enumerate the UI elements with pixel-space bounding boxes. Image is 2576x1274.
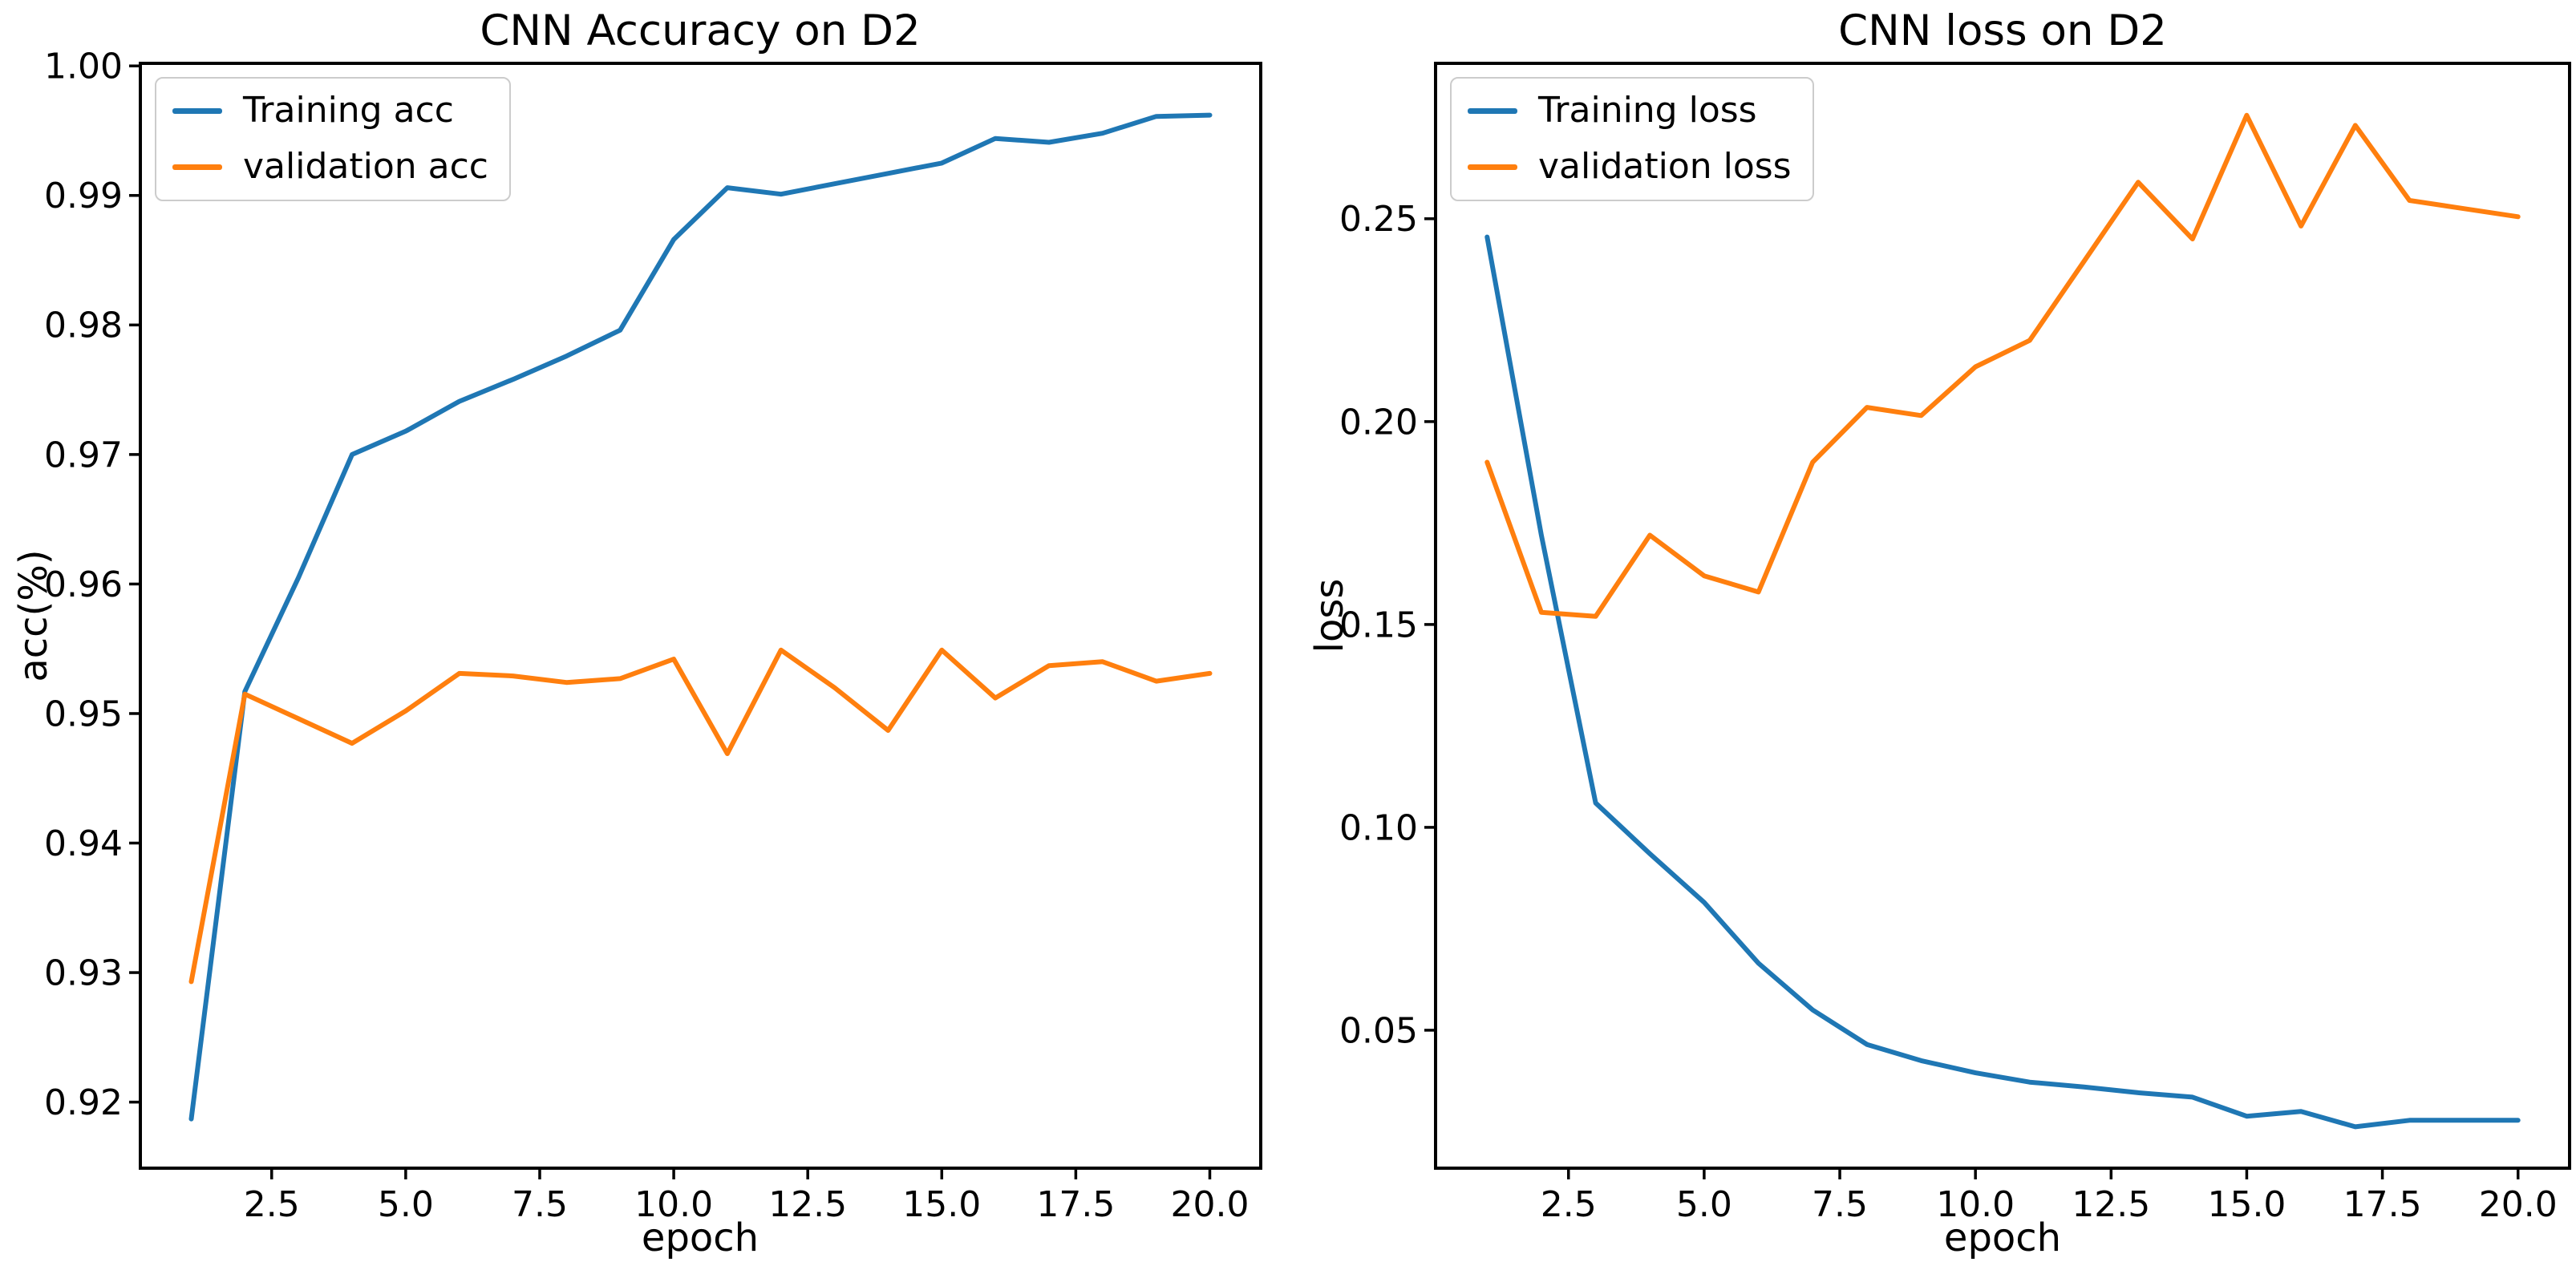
legend-label: Training loss — [1538, 90, 1757, 131]
x-tick-label: 7.5 — [512, 1184, 568, 1225]
legend-label: Training acc — [243, 90, 454, 131]
chart-loss: 2.5 5.0 7.5 10.0 12.5 15.0 17.5 20.0 0.05 0.10 0.1… — [1339, 62, 2571, 1225]
x-tick-label: 15.0 — [902, 1184, 981, 1225]
training-acc-line-sample — [172, 107, 222, 114]
chart-title-loss: CNN loss on D2 — [1838, 6, 2167, 55]
x-tick-label: 20.0 — [2479, 1184, 2558, 1225]
axes-spines — [1434, 62, 2571, 1170]
x-tick-label: 12.5 — [2072, 1184, 2150, 1225]
x-tick-label: 17.5 — [1036, 1184, 1115, 1225]
y-tick-label: 0.20 — [1339, 402, 1418, 443]
y-tick-label: 0.15 — [1339, 605, 1418, 645]
x-tick-label: 5.0 — [1676, 1184, 1732, 1225]
y-tick-label: 0.97 — [44, 435, 123, 475]
y-tick-label: 0.96 — [44, 564, 123, 605]
y-tick-label: 0.99 — [44, 176, 123, 216]
x-axis-label-loss: epoch — [1943, 1215, 2062, 1260]
x-tick-label: 10.0 — [634, 1184, 713, 1225]
y-tick-label: 0.95 — [44, 694, 123, 734]
y-tick-label: 0.92 — [44, 1082, 123, 1123]
series-line-training-loss — [1484, 234, 2521, 1130]
x-tick-label: 17.5 — [2343, 1184, 2422, 1225]
series-line-training-acc — [188, 112, 1213, 1122]
series-line-validation-acc — [188, 647, 1213, 985]
validation-acc-line-sample — [172, 164, 222, 171]
x-tick-label: 5.0 — [378, 1184, 434, 1225]
chart-title-accuracy: CNN Accuracy on D2 — [480, 6, 921, 55]
legend-entry: validation loss — [1468, 146, 1792, 188]
chart-accuracy: 2.5 5.0 7.5 10.0 12.5 15.0 17.5 20.0 0.92 0.93 0.9… — [44, 47, 1262, 1225]
y-tick-label: 0.05 — [1339, 1010, 1418, 1051]
legend-entry: Training acc — [172, 91, 488, 130]
legend-label: validation acc — [243, 146, 488, 188]
x-tick-label: 7.5 — [1812, 1184, 1868, 1225]
y-tick-label: 0.94 — [44, 823, 123, 864]
axes-spines — [139, 62, 1262, 1170]
y-tick-label: 0.98 — [44, 305, 123, 346]
legend-entry: validation acc — [172, 146, 488, 188]
x-tick-label: 12.5 — [768, 1184, 847, 1225]
series-line-validation-loss — [1484, 112, 2521, 619]
x-tick-label: 2.5 — [244, 1184, 300, 1225]
validation-loss-line-sample — [1468, 164, 1517, 171]
x-tick-label: 20.0 — [1171, 1184, 1250, 1225]
y-tick-label: 0.10 — [1339, 807, 1418, 848]
y-tick-label: 0.25 — [1339, 199, 1418, 240]
x-tick-label: 10.0 — [1936, 1184, 2015, 1225]
y-axis-label-loss: loss — [1307, 578, 1352, 653]
legend-accuracy: Training acc validation acc — [155, 77, 511, 201]
y-axis-label-accuracy: acc(%) — [11, 549, 56, 682]
x-tick-label: 15.0 — [2207, 1184, 2286, 1225]
legend-loss: Training loss validation loss — [1450, 77, 1814, 201]
y-tick-label: 1.00 — [44, 47, 123, 87]
y-tick-label: 0.93 — [44, 952, 123, 993]
x-axis-label-accuracy: epoch — [641, 1215, 759, 1260]
x-tick-label: 2.5 — [1541, 1184, 1597, 1225]
legend-label: validation loss — [1538, 146, 1792, 188]
training-loss-line-sample — [1468, 107, 1517, 114]
legend-entry: Training loss — [1468, 91, 1792, 130]
